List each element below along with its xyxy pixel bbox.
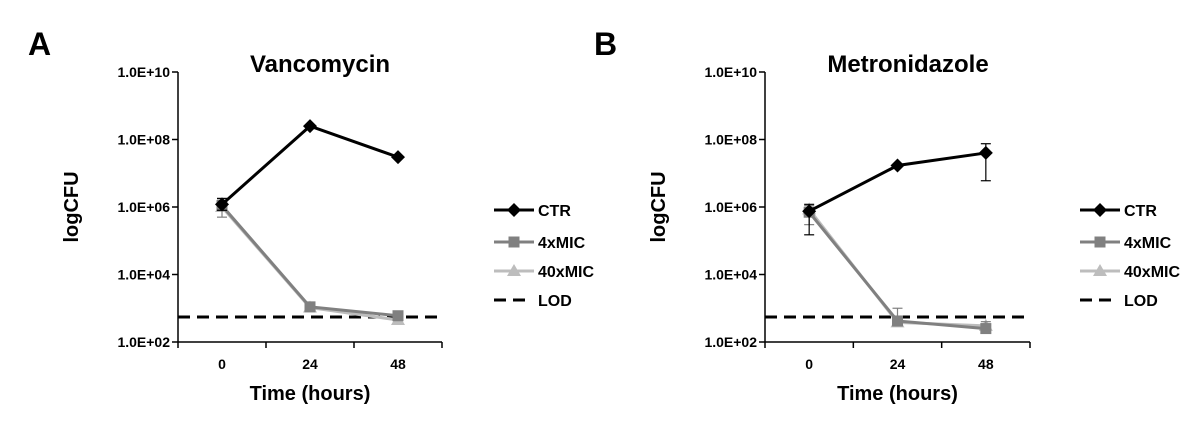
legend-label: CTR (538, 203, 571, 220)
x-tick-label: 24 (890, 356, 906, 372)
data-point (392, 310, 404, 322)
data-point (890, 158, 905, 173)
legend-marker (508, 236, 520, 248)
y-tick-label: 1.0E+02 (117, 334, 170, 350)
legend-item-4xmic: 4xMIC (1080, 235, 1172, 252)
legend-item-4xmic: 4xMIC (494, 235, 586, 252)
x-tick-label: 0 (218, 356, 226, 372)
y-tick-label: 1.0E+02 (704, 334, 757, 350)
data-point (978, 145, 993, 160)
x-tick-label: 48 (978, 356, 994, 372)
legend: CTR 4xMIC 40xMIC LOD (494, 203, 594, 310)
series-line (220, 204, 399, 318)
legend-item-40xmic: 40xMIC (494, 264, 594, 281)
chart-title: Metronidazole (827, 51, 988, 78)
legend-item-lod: LOD (1080, 293, 1158, 310)
legend-label: 4xMIC (1124, 235, 1172, 252)
data-point (304, 301, 316, 313)
legend-marker (1093, 264, 1107, 276)
y-tick-label: 1.0E+10 (117, 64, 170, 80)
legend-label: LOD (1124, 293, 1158, 310)
y-tick-label: 1.0E+08 (704, 132, 757, 148)
series-4xmic (216, 199, 404, 322)
legend-marker (1094, 236, 1106, 248)
chart-panel-b: B Metronidazole 1.0E+02 1.0E+04 1.0E+06 1.0E+… (594, 26, 1180, 405)
data-point (892, 315, 903, 327)
panel-letter: A (28, 26, 51, 62)
x-axis-label: Time (hours) (837, 383, 958, 405)
panel-letter: B (594, 26, 617, 62)
series-4xmic (803, 205, 992, 335)
legend-item-ctr: CTR (1080, 203, 1157, 220)
legend-marker (1093, 203, 1107, 217)
x-tick-label: 24 (302, 356, 318, 372)
data-point (980, 323, 992, 335)
legend-label: 40xMIC (538, 264, 594, 281)
legend-marker (507, 203, 521, 217)
data-point (391, 150, 405, 165)
chart-title: Vancomycin (250, 51, 390, 78)
series-line (221, 124, 399, 206)
y-tick-label: 1.0E+04 (704, 267, 757, 283)
legend-label: 4xMIC (538, 235, 586, 252)
legend-label: CTR (1124, 203, 1157, 220)
y-tick-label: 1.0E+10 (704, 64, 757, 80)
chart-panel-a: A Vancomycin 1.0E+02 1.0E+04 1.0E+06 1.0E+08 1… (28, 26, 594, 405)
y-axis-label: logCFU (61, 171, 83, 242)
y-axis-label: logCFU (648, 171, 670, 242)
x-tick-label: 0 (805, 356, 813, 372)
y-tick-label: 1.0E+06 (704, 199, 757, 215)
legend-item-lod: LOD (494, 293, 572, 310)
x-tick-label: 48 (390, 356, 406, 372)
legend-item-40xmic: 40xMIC (1080, 264, 1180, 281)
legend-item-ctr: CTR (494, 203, 571, 220)
legend: CTR 4xMIC 40xMIC LOD (1080, 203, 1180, 310)
legend-label: LOD (538, 293, 572, 310)
data-point (802, 204, 817, 219)
x-axis-label: Time (hours) (250, 383, 371, 405)
y-tick-label: 1.0E+06 (117, 199, 170, 215)
legend-marker (507, 264, 521, 276)
y-tick-label: 1.0E+08 (117, 132, 170, 148)
series-ctr (215, 119, 405, 212)
data-point (303, 119, 317, 134)
series-ctr (802, 143, 993, 236)
legend-label: 40xMIC (1124, 264, 1180, 281)
y-tick-label: 1.0E+04 (117, 267, 170, 283)
data-point (215, 197, 229, 212)
